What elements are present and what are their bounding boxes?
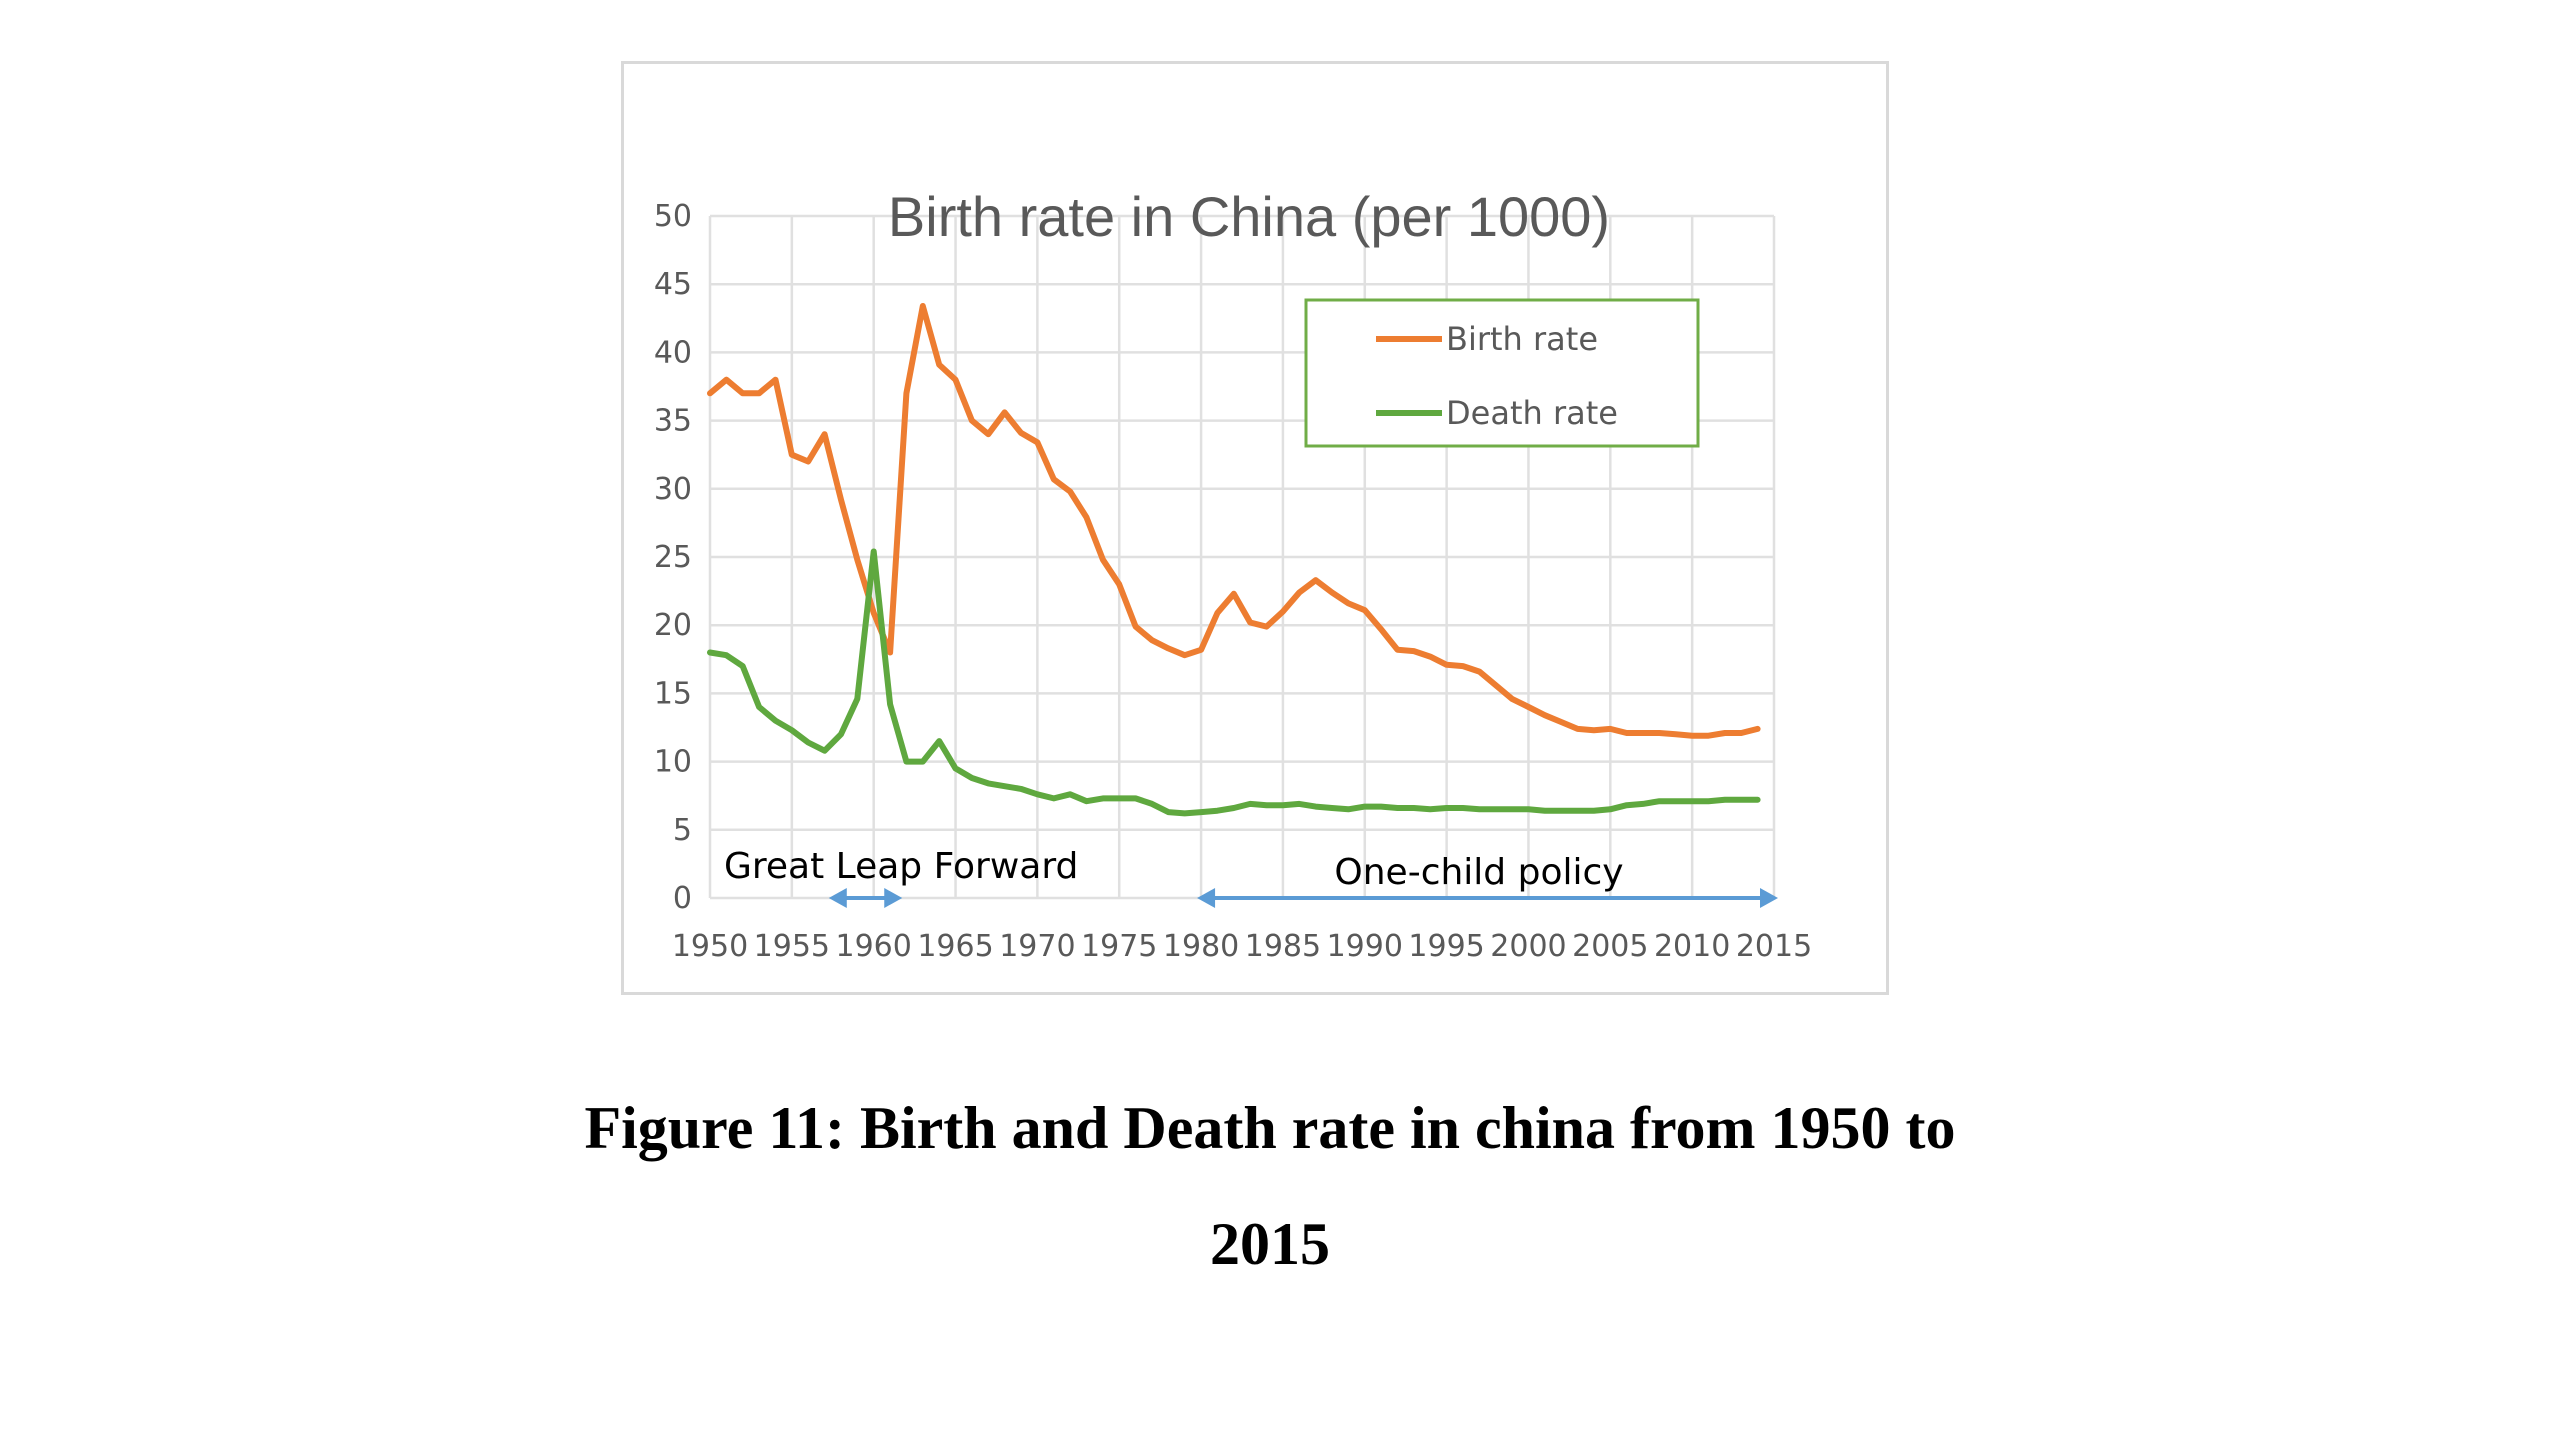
x-tick-label: 2015: [1736, 929, 1812, 964]
y-tick-label: 45: [654, 267, 692, 302]
chart-frame: Great Leap Forward One-child policy 0 5 10 1…: [621, 61, 1889, 995]
legend-label: Death rate: [1446, 394, 1618, 432]
annotation-arrow-head-left: [1197, 888, 1216, 908]
x-tick-label: 1950: [672, 929, 748, 964]
annotation-1: [1197, 888, 1778, 908]
y-tick-label: 0: [673, 881, 692, 916]
annotation-0: [828, 888, 903, 908]
y-tick-label: 15: [654, 676, 692, 711]
legend-box: [1304, 298, 1700, 448]
series-line-death-rate: [707, 548, 1761, 817]
x-tick-label: 1980: [1163, 929, 1239, 964]
caption-line-2: 2015: [1210, 1211, 1330, 1277]
x-tick-label: 1985: [1245, 929, 1321, 964]
annotation-arrow-head-right: [884, 888, 903, 908]
y-tick-label: 25: [654, 540, 692, 575]
figure-caption: Figure 11: Birth and Death rate in china…: [300, 1070, 2240, 1302]
annotation-label: One-child policy: [1334, 852, 1623, 893]
chart-title: Birth rate in China (per 1000): [888, 185, 1610, 248]
x-tick-label: 1975: [1081, 929, 1157, 964]
annotation-arrow-head-left: [828, 888, 847, 908]
y-tick-label: 30: [654, 472, 692, 507]
birth-death-rate-chart: Great Leap Forward One-child policy 0 5 10 1…: [654, 185, 1812, 964]
series-lines: [707, 303, 1761, 817]
x-tick-label: 1965: [917, 929, 993, 964]
x-tick-label: 1995: [1408, 929, 1484, 964]
axis-tick-labels: 0 5 10 15 20 25 30 35 40 45 50 1950 1955 1960 1965 1970…: [654, 199, 1812, 964]
annotations: Great Leap Forward One-child policy: [724, 846, 1778, 908]
x-tick-label: 2000: [1490, 929, 1566, 964]
x-tick-label: 2010: [1654, 929, 1730, 964]
chart-legend: Birth rate Death rate: [1304, 298, 1700, 448]
x-tick-label: 1990: [1327, 929, 1403, 964]
x-tick-label: 1970: [999, 929, 1075, 964]
y-tick-label: 50: [654, 199, 692, 234]
x-tick-label: 1955: [754, 929, 830, 964]
y-tick-label: 35: [654, 404, 692, 439]
y-tick-label: 5: [673, 813, 692, 848]
y-tick-label: 40: [654, 335, 692, 370]
y-tick-label: 10: [654, 745, 692, 780]
y-tick-label: 20: [654, 608, 692, 643]
caption-line-1: Figure 11: Birth and Death rate in china…: [584, 1095, 1956, 1161]
x-tick-label: 2005: [1572, 929, 1648, 964]
x-tick-label: 1960: [836, 929, 912, 964]
legend-label: Birth rate: [1446, 320, 1598, 358]
annotation-arrow-head-right: [1760, 888, 1778, 908]
annotation-label: Great Leap Forward: [724, 846, 1078, 887]
